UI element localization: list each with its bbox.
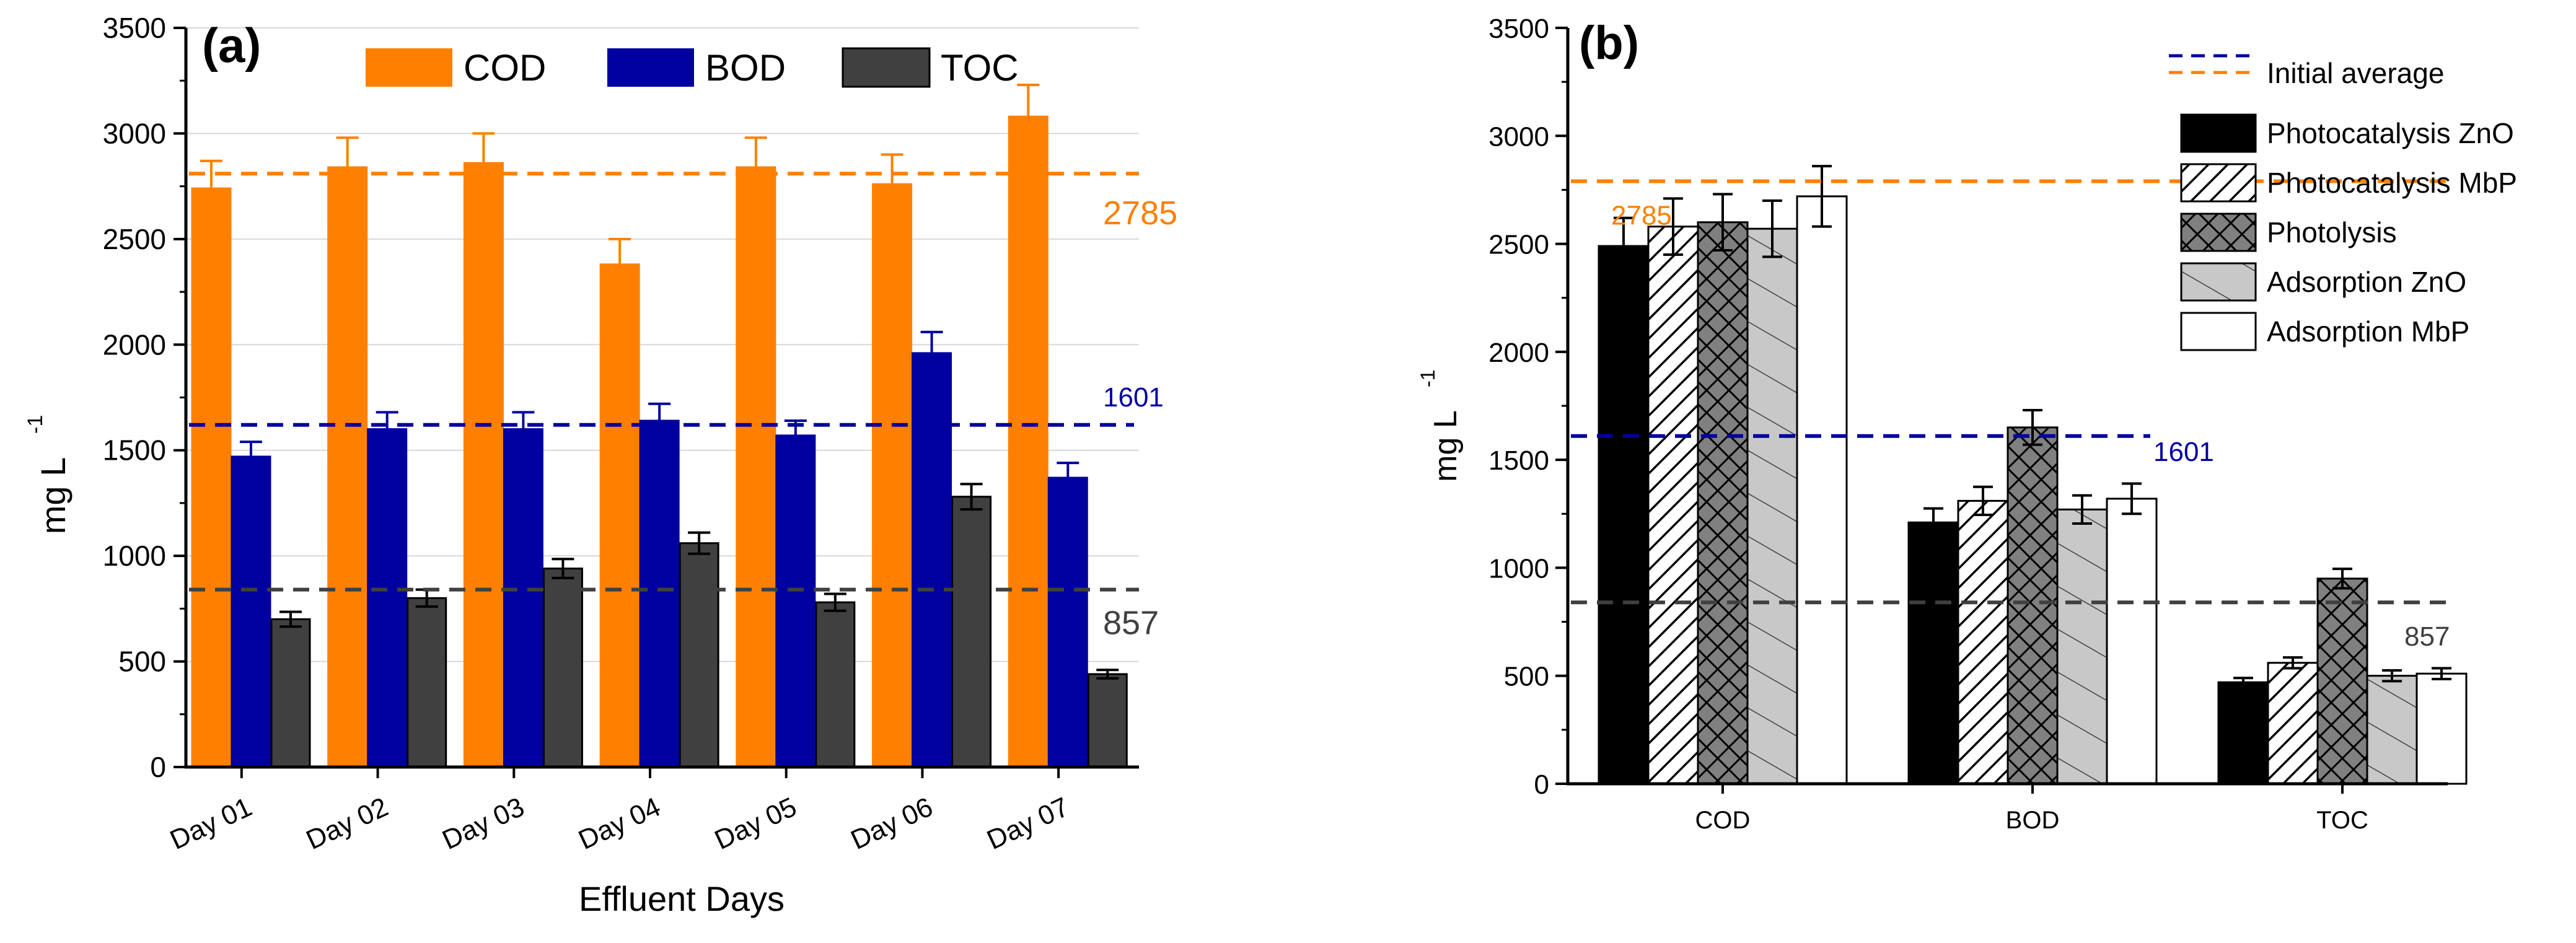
legend-swatch bbox=[2180, 312, 2257, 351]
x-tick-label: COD bbox=[1695, 807, 1751, 834]
y-tick-label: 1000 bbox=[103, 540, 166, 572]
reference-line-label: 1601 bbox=[1103, 382, 1164, 413]
bar-cod bbox=[463, 162, 504, 768]
panel-label: (b) bbox=[1579, 17, 1639, 69]
bar-photolysis bbox=[2316, 577, 2368, 785]
y-tick-label: 2500 bbox=[1488, 230, 1549, 260]
bar-adsorption-mbp bbox=[2416, 672, 2468, 785]
y-tick-label: 500 bbox=[1504, 662, 1549, 692]
bar-bod bbox=[1047, 476, 1088, 768]
y-tick-label: 1000 bbox=[1488, 553, 1549, 584]
bar-toc bbox=[542, 568, 583, 768]
bar-bod bbox=[503, 428, 543, 768]
y-axis-label: mg L bbox=[1428, 410, 1464, 482]
bar-bod bbox=[367, 428, 408, 768]
bar-toc bbox=[951, 496, 992, 768]
bar-bod bbox=[775, 434, 816, 768]
x-axis-label: Effluent Days bbox=[579, 879, 785, 918]
legend-label: Adsorption MbP bbox=[2267, 315, 2469, 348]
bar-toc bbox=[679, 542, 719, 768]
x-tick-label: Day 02 bbox=[302, 792, 393, 856]
bar-bod bbox=[231, 455, 271, 768]
y-tick-label: 3500 bbox=[1488, 14, 1549, 44]
bar-bod bbox=[639, 419, 680, 768]
y-tick-label: 2500 bbox=[103, 223, 166, 255]
reference-line-label: 2785 bbox=[1103, 195, 1177, 232]
bar-adsorption-mbp bbox=[1796, 195, 1848, 785]
y-tick-label: 500 bbox=[118, 646, 166, 678]
legend-swatch bbox=[2180, 262, 2257, 302]
x-tick-label: Day 06 bbox=[846, 792, 938, 856]
bar-cod bbox=[736, 166, 776, 768]
y-tick-label: 2000 bbox=[103, 328, 166, 361]
bar-adsorption-zno bbox=[2366, 675, 2418, 785]
bar-photocatalysis-mbp bbox=[1647, 226, 1699, 785]
x-tick-label: Day 04 bbox=[574, 792, 665, 856]
x-tick-label: Day 03 bbox=[437, 792, 529, 856]
bar-cod bbox=[1008, 115, 1048, 768]
y-tick-label: 3000 bbox=[1488, 121, 1549, 152]
bar-cod bbox=[599, 263, 640, 768]
x-tick-label: Day 01 bbox=[165, 792, 257, 856]
legend-label-initial-average: Initial average bbox=[2267, 57, 2444, 89]
legend-label: Photocatalysis MbP bbox=[2267, 167, 2517, 199]
legend-label-toc: TOC bbox=[941, 47, 1019, 89]
bar-adsorption-zno bbox=[2056, 508, 2108, 785]
bar-photolysis bbox=[1697, 221, 1749, 785]
bar-toc bbox=[407, 597, 447, 768]
y-axis-label: mg L bbox=[33, 457, 73, 535]
legend-label: Adsorption ZnO bbox=[2267, 266, 2466, 298]
bar-toc bbox=[270, 618, 311, 768]
legend-swatch-cod bbox=[366, 48, 452, 87]
bar-cod bbox=[327, 166, 368, 768]
panel-b: 0 500 1000 1500 2000 2500 3000 3500 COD BOD TOC 278… bbox=[1417, 14, 2517, 834]
legend-swatch bbox=[2180, 163, 2257, 203]
x-tick-label: Day 05 bbox=[710, 792, 801, 856]
x-tick-label: Day 07 bbox=[982, 792, 1073, 856]
panel-a: 0 500 1000 1500 2000 2500 3000 3500 Day 01 Day 02… bbox=[24, 12, 1177, 918]
panel-label: (a) bbox=[202, 18, 261, 72]
x-tick-label: BOD bbox=[2006, 807, 2060, 834]
bar-cod bbox=[191, 187, 232, 768]
x-tick-label: TOC bbox=[2316, 807, 2368, 834]
legend-label-bod: BOD bbox=[705, 47, 786, 89]
bar-photolysis bbox=[2007, 426, 2059, 785]
reference-line-label: 857 bbox=[2404, 621, 2450, 652]
bar-photocatalysis-zno bbox=[1598, 245, 1650, 785]
y-tick-label: 0 bbox=[150, 751, 166, 783]
bar-cod bbox=[872, 183, 913, 768]
y-tick-label: 1500 bbox=[103, 434, 166, 467]
y-tick-label: 2000 bbox=[1488, 338, 1549, 368]
legend-swatch-toc bbox=[842, 47, 931, 88]
bar-adsorption-mbp bbox=[2106, 498, 2158, 785]
bar-toc bbox=[1087, 673, 1128, 768]
y-tick-label: 3500 bbox=[103, 12, 166, 44]
legend-label: Photocatalysis ZnO bbox=[2267, 117, 2514, 149]
y-axis-label-exponent: -1 bbox=[24, 415, 47, 434]
y-tick-label: 0 bbox=[1534, 770, 1549, 800]
bar-photocatalysis-mbp bbox=[2267, 662, 2319, 785]
legend-label-cod: COD bbox=[464, 47, 546, 89]
reference-line-label: 857 bbox=[1103, 605, 1159, 642]
legend-swatch-bod bbox=[607, 48, 694, 87]
y-tick-label: 1500 bbox=[1488, 445, 1549, 476]
bar-adsorption-zno bbox=[1746, 227, 1798, 785]
bar-photocatalysis-zno bbox=[2217, 681, 2269, 785]
bar-toc bbox=[815, 601, 856, 768]
legend-swatch bbox=[2180, 213, 2257, 252]
legend-label: Photolysis bbox=[2267, 216, 2397, 248]
bar-bod bbox=[912, 352, 952, 768]
y-axis-label-exponent: -1 bbox=[1417, 370, 1439, 387]
bar-photocatalysis-mbp bbox=[1957, 499, 2009, 785]
reference-line-label: 2785 bbox=[1611, 200, 1672, 230]
reference-line-label: 1601 bbox=[2153, 437, 2214, 467]
legend-swatch bbox=[2180, 113, 2257, 153]
bar-photocatalysis-zno bbox=[1907, 521, 1959, 785]
y-tick-label: 3000 bbox=[103, 117, 166, 149]
